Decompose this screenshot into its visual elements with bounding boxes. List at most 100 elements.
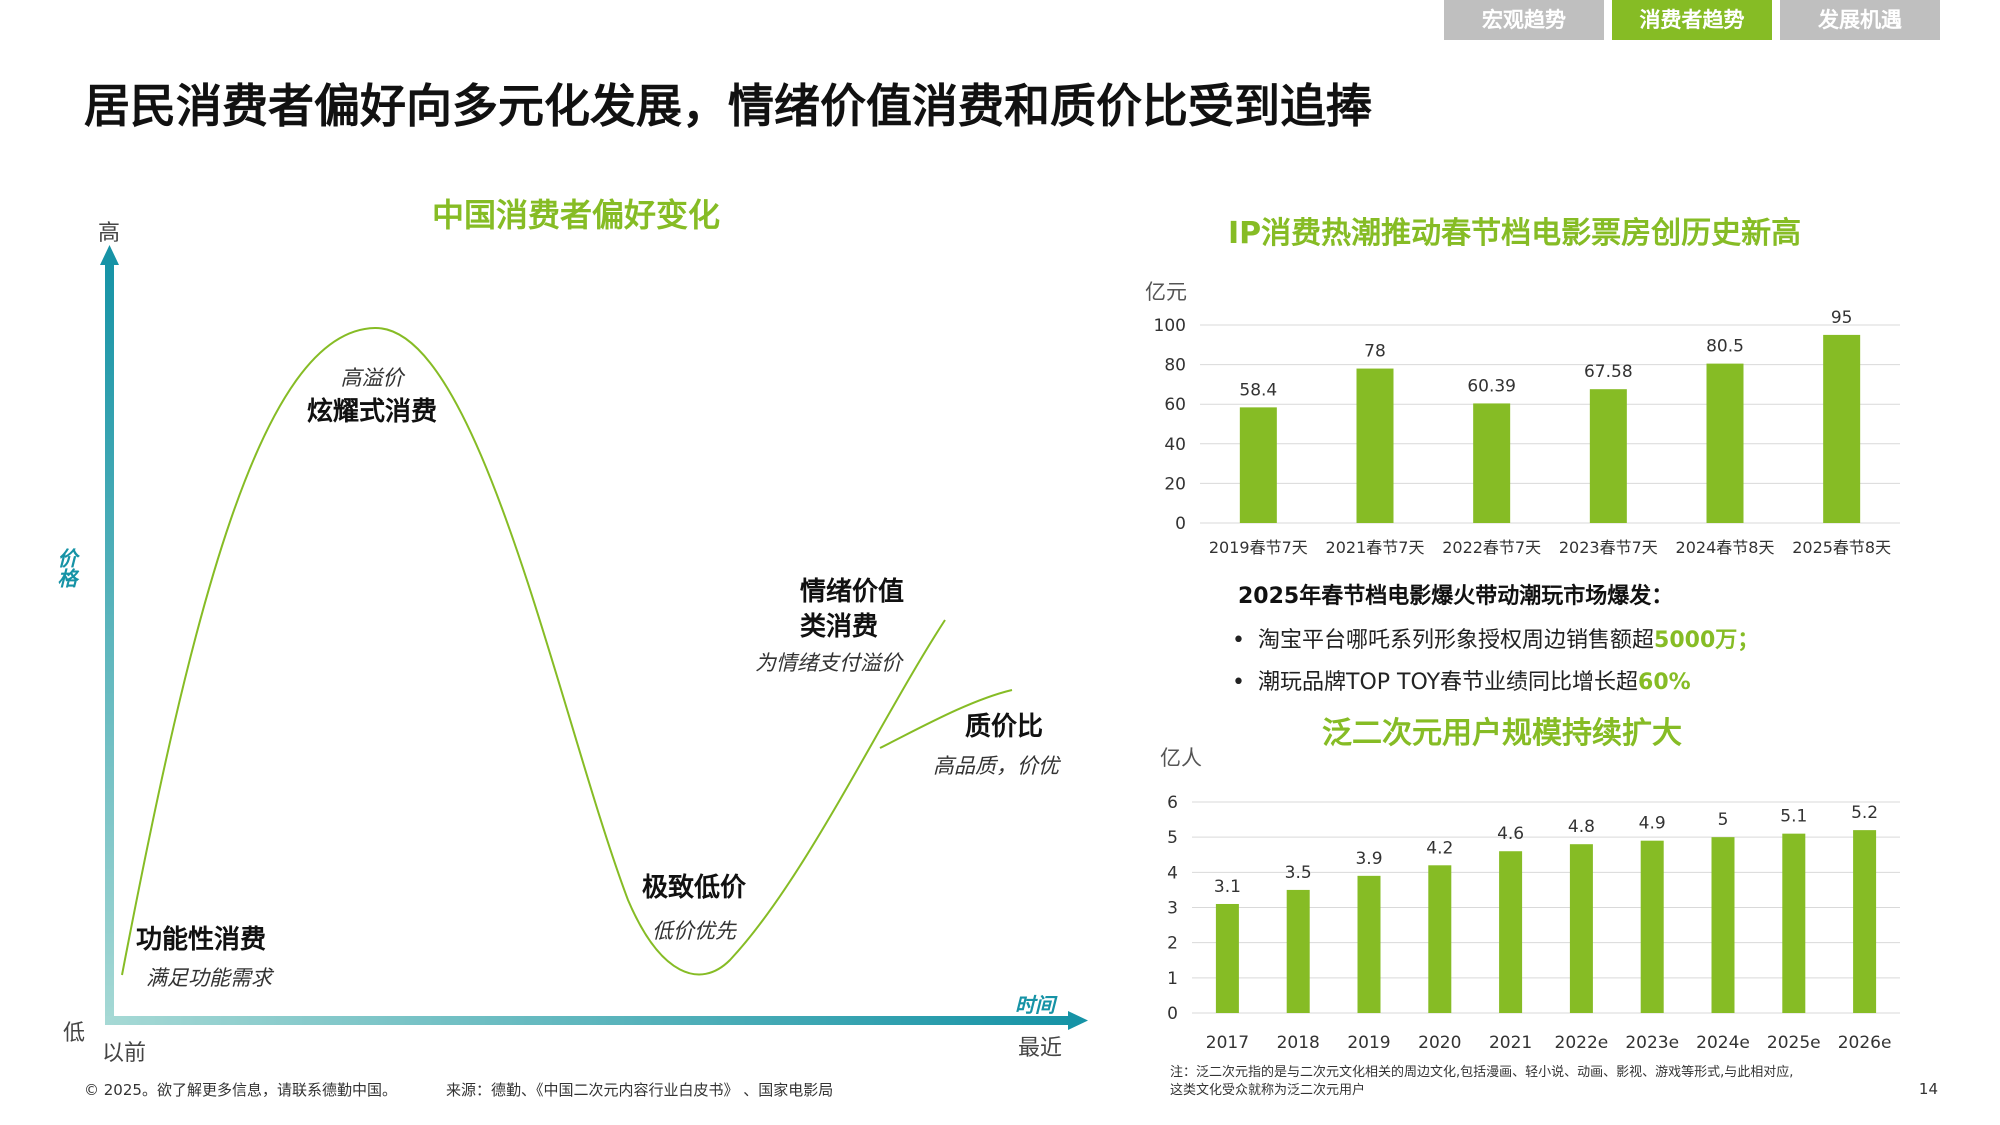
preference-curve bbox=[121, 326, 946, 976]
stage-title-functional: 功能性消费 bbox=[136, 924, 266, 955]
bar bbox=[1711, 837, 1735, 1013]
box-office-unit: 亿元 bbox=[1145, 280, 1187, 304]
source: 来源：德勤、《中国二次元内容行业白皮书》 、国家电影局 bbox=[446, 1081, 834, 1099]
bar bbox=[1589, 389, 1627, 523]
x-tick-label: 2026e bbox=[1838, 1033, 1892, 1050]
x-tick-label: 2022春节7天 bbox=[1442, 538, 1541, 557]
stage-sub-low-price: 低价优先 bbox=[652, 919, 737, 943]
footnote-line: 这类文化受众就称为泛二次元用户 bbox=[1170, 1083, 1366, 1098]
copyright: © 2025。欲了解更多信息，请联系德勤中国。 bbox=[84, 1081, 397, 1099]
x-axis bbox=[105, 1016, 1071, 1025]
bar bbox=[1356, 368, 1394, 523]
bar bbox=[1428, 865, 1452, 1013]
stage-sub-emotional: 为情绪支付溢价 bbox=[755, 651, 904, 675]
x-tick-label: 2022e bbox=[1555, 1033, 1609, 1050]
highlight-value: 60% bbox=[1638, 670, 1691, 695]
y-tick-label: 80 bbox=[1164, 356, 1186, 376]
y-high-label: 高 bbox=[98, 221, 120, 246]
data-label: 3.9 bbox=[1355, 849, 1382, 869]
data-label: 4.8 bbox=[1568, 817, 1595, 837]
box-office-chart: 0 20 40 60 80 100 58.4 2019春节7天 78 2021春节7天 60.39 2… bbox=[1154, 308, 1900, 557]
data-label: 3.5 bbox=[1285, 863, 1312, 883]
x-tick-label: 2023春节7天 bbox=[1559, 538, 1658, 557]
quality-price-branch bbox=[879, 689, 1013, 749]
box-office-title: IP消费热潮推动春节档电影票房创历史新高 bbox=[1228, 216, 1802, 251]
data-label: 67.58 bbox=[1584, 362, 1633, 382]
stage-title-low-price: 极致低价 bbox=[642, 872, 747, 903]
tab-macro-trends[interactable]: 宏观趋势 bbox=[1444, 0, 1604, 40]
y-axis-arrow bbox=[100, 245, 119, 265]
preference-chart-title: 中国消费者偏好变化 bbox=[432, 196, 721, 234]
acg-users-chart: 0 1 2 3 4 5 6 3.1 2017 3.5 2018 3.9 2019 4.2 2020 4.6 20… bbox=[1167, 793, 1900, 1050]
x-axis-label: 时间 bbox=[1015, 993, 1058, 1017]
y-tick-label: 1 bbox=[1167, 969, 1178, 989]
x-start-label: 以前 bbox=[102, 1041, 146, 1066]
data-label: 4.2 bbox=[1426, 838, 1453, 858]
x-tick-label: 2021春节7天 bbox=[1326, 538, 1425, 557]
data-label: 4.9 bbox=[1639, 814, 1666, 834]
x-tick-label: 2018 bbox=[1277, 1033, 1320, 1050]
y-tick-label: 20 bbox=[1164, 474, 1186, 494]
highlight-text: 潮玩品牌TOP TOY春节业绩同比增长超 bbox=[1258, 670, 1639, 695]
bar bbox=[1239, 407, 1277, 523]
stage-sub-value: 高品质，价优 bbox=[933, 754, 1062, 778]
y-tick-label: 100 bbox=[1154, 316, 1186, 336]
y-tick-label: 60 bbox=[1164, 395, 1186, 415]
data-label: 5 bbox=[1718, 810, 1729, 830]
bar bbox=[1569, 844, 1593, 1013]
x-tick-label: 2020 bbox=[1418, 1033, 1461, 1050]
bar bbox=[1499, 851, 1523, 1013]
data-label: 4.6 bbox=[1497, 824, 1524, 844]
stage-title-value: 质价比 bbox=[965, 712, 1043, 742]
data-label: 60.39 bbox=[1467, 376, 1516, 396]
highlight-item: • 潮玩品牌TOP TOY春节业绩同比增长超60% bbox=[1232, 664, 1691, 696]
y-tick-label: 0 bbox=[1175, 514, 1186, 534]
data-label: 78 bbox=[1364, 342, 1386, 362]
y-axis-label: 价格 bbox=[54, 548, 78, 588]
x-tick-label: 2025春节8天 bbox=[1792, 538, 1891, 557]
section-nav: 宏观趋势 消费者趋势 发展机遇 bbox=[1444, 0, 1940, 40]
highlight-value: 5000万； bbox=[1654, 628, 1760, 653]
bullet-dot: • bbox=[1232, 628, 1245, 653]
y-tick-label: 3 bbox=[1167, 899, 1178, 919]
x-tick-label: 2024e bbox=[1696, 1033, 1750, 1050]
y-tick-label: 40 bbox=[1164, 435, 1186, 455]
x-tick-label: 2019春节7天 bbox=[1209, 538, 1308, 557]
bar bbox=[1215, 903, 1239, 1013]
footnote-line: 注：泛二次元指的是与二次元文化相关的周边文化,包括漫画、轻小说、动画、影视、游戏… bbox=[1170, 1065, 1794, 1080]
data-label: 80.5 bbox=[1706, 337, 1744, 357]
acg-users-unit: 亿人 bbox=[1160, 746, 1202, 770]
y-tick-label: 5 bbox=[1167, 828, 1178, 848]
bar bbox=[1357, 875, 1381, 1013]
stage-title-emotional-2: 类消费 bbox=[800, 612, 878, 642]
x-tick-label: 2021 bbox=[1489, 1033, 1532, 1050]
bar bbox=[1473, 403, 1511, 523]
bar bbox=[1286, 889, 1310, 1013]
acg-users-title: 泛二次元用户规模持续扩大 bbox=[1322, 716, 1682, 751]
data-label: 58.4 bbox=[1239, 380, 1277, 400]
page-number: 14 bbox=[1918, 1080, 1938, 1098]
x-tick-label: 2024春节8天 bbox=[1676, 538, 1775, 557]
preference-curve-diagram: 高 低 以前 最近 时间 价格 高溢价 炫耀式消费 功能性消费 满足功能需求 极… bbox=[54, 221, 1088, 1066]
x-tick-label: 2025e bbox=[1767, 1033, 1821, 1050]
stage-title-emotional-1: 情绪价值 bbox=[800, 576, 904, 607]
data-label: 5.1 bbox=[1780, 807, 1807, 827]
y-tick-label: 2 bbox=[1167, 934, 1178, 954]
bar bbox=[1706, 363, 1744, 523]
page-title: 居民消费者偏好向多元化发展，情绪价值消费和质价比受到追捧 bbox=[84, 79, 1372, 133]
x-axis-arrow bbox=[1068, 1011, 1088, 1030]
x-end-label: 最近 bbox=[1018, 1036, 1062, 1061]
x-tick-label: 2023e bbox=[1625, 1033, 1679, 1050]
bar bbox=[1853, 830, 1877, 1013]
data-label: 5.2 bbox=[1851, 803, 1878, 823]
y-tick-label: 4 bbox=[1167, 863, 1178, 883]
stage-sub-functional: 满足功能需求 bbox=[146, 966, 275, 990]
x-tick-label: 2019 bbox=[1347, 1033, 1390, 1050]
footnote: 注：泛二次元指的是与二次元文化相关的周边文化,包括漫画、轻小说、动画、影视、游戏… bbox=[1170, 1064, 1890, 1100]
data-label: 95 bbox=[1831, 308, 1853, 328]
highlights-title: 2025年春节档电影爆火带动潮玩市场爆发： bbox=[1238, 584, 1674, 609]
tab-consumer-trends[interactable]: 消费者趋势 bbox=[1612, 0, 1772, 40]
tab-opportunities[interactable]: 发展机遇 bbox=[1780, 0, 1940, 40]
bar bbox=[1823, 334, 1861, 523]
highlight-item: • 淘宝平台哪吒系列形象授权周边销售额超5000万； bbox=[1232, 622, 1759, 654]
